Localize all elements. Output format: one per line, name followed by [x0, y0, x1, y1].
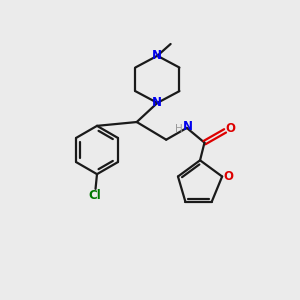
Text: O: O — [225, 122, 235, 135]
Text: N: N — [152, 49, 162, 62]
Text: Cl: Cl — [88, 189, 101, 202]
Text: H: H — [175, 124, 182, 134]
Text: N: N — [183, 120, 193, 133]
Text: N: N — [152, 96, 162, 110]
Text: O: O — [224, 170, 234, 183]
